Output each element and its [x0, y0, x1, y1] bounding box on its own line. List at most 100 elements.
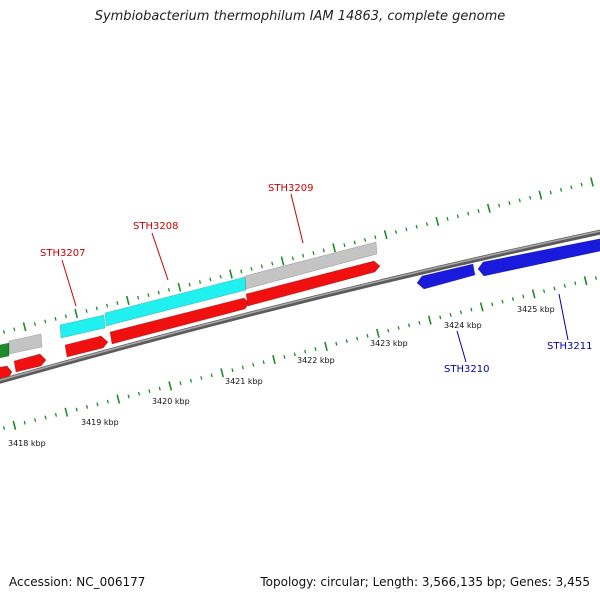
- feature-track: [0, 241, 378, 359]
- minor-tick: [363, 238, 367, 242]
- minor-tick: [439, 315, 442, 320]
- major-tick: [324, 341, 328, 351]
- minor-tick: [456, 214, 459, 219]
- cds-arrow-forward[interactable]: [64, 335, 109, 358]
- green-feature[interactable]: [0, 342, 10, 359]
- minor-tick: [387, 328, 390, 333]
- gene-label-sth3207[interactable]: STH3207: [40, 248, 85, 259]
- minor-tick: [366, 333, 369, 338]
- minor-tick: [252, 362, 255, 367]
- cds-track: [0, 238, 600, 380]
- minor-tick: [522, 294, 525, 299]
- minor-tick: [511, 297, 515, 301]
- minor-tick: [559, 188, 563, 192]
- minor-tick: [54, 316, 57, 321]
- cds-arrow-reverse[interactable]: [416, 263, 476, 290]
- gene-label-sth3210[interactable]: STH3210: [444, 364, 489, 375]
- minor-tick: [13, 327, 16, 332]
- scale-label: 3420 kbp: [152, 397, 190, 406]
- minor-tick: [188, 282, 191, 287]
- minor-tick: [302, 253, 305, 258]
- minor-tick: [116, 301, 119, 305]
- minor-tick: [407, 323, 411, 328]
- minor-tick: [405, 227, 408, 232]
- major-tick: [177, 282, 182, 292]
- scale-label: 3423 kbp: [370, 339, 408, 348]
- accession-text: Accession: NC_006177: [9, 575, 146, 589]
- minor-tick: [518, 198, 521, 203]
- minor-tick: [127, 394, 130, 399]
- minor-tick: [498, 203, 501, 208]
- major-tick: [486, 203, 491, 213]
- major-tick: [332, 243, 336, 253]
- minor-tick: [209, 277, 212, 282]
- minor-tick: [374, 235, 377, 240]
- major-tick: [531, 289, 536, 299]
- minor-tick: [148, 389, 151, 394]
- minor-tick: [418, 320, 421, 325]
- leader-sth3211: [558, 293, 569, 341]
- minor-tick: [137, 391, 141, 396]
- minor-tick: [314, 347, 317, 351]
- minor-tick: [44, 319, 47, 324]
- minor-tick: [137, 295, 140, 300]
- leader-sth3210: [456, 330, 467, 363]
- minor-tick: [33, 322, 37, 326]
- label-leader-lines: [61, 193, 569, 363]
- minor-tick: [167, 288, 171, 292]
- minor-tick: [241, 365, 244, 370]
- major-tick: [590, 177, 594, 187]
- cyan-feature[interactable]: [104, 276, 247, 327]
- minor-tick: [345, 339, 348, 344]
- minor-tick: [95, 306, 98, 311]
- scale-labels: 3418 kbp 3419 kbp 3420 kbp 3421 kbp 3422…: [8, 305, 555, 448]
- leader-sth3209: [290, 193, 304, 244]
- minor-tick: [459, 310, 463, 315]
- scale-label: 3418 kbp: [8, 439, 46, 448]
- genome-backbone: [0, 229, 600, 384]
- minor-tick: [425, 222, 429, 226]
- minor-tick: [231, 368, 234, 373]
- major-tick: [12, 420, 17, 430]
- gene-label-sth3209[interactable]: STH3209: [268, 183, 313, 194]
- major-tick: [376, 328, 380, 338]
- major-tick: [74, 309, 79, 319]
- minor-tick: [198, 280, 202, 284]
- cds-arrow-reverse[interactable]: [477, 238, 600, 277]
- minor-tick: [293, 352, 296, 357]
- cyan-feature[interactable]: [59, 314, 106, 339]
- minor-tick: [508, 201, 511, 205]
- minor-tick: [64, 314, 67, 319]
- minor-tick: [449, 312, 452, 317]
- grey-feature[interactable]: [244, 241, 378, 290]
- minor-tick: [34, 418, 37, 423]
- minor-tick: [553, 286, 556, 291]
- cds-arrow-forward[interactable]: [109, 297, 250, 345]
- outer-tick-ring: [2, 177, 594, 334]
- leader-sth3207: [61, 259, 77, 307]
- gene-label-sth3211[interactable]: STH3211: [547, 341, 592, 352]
- minor-tick: [394, 230, 398, 234]
- minor-tick: [304, 349, 307, 354]
- gene-label-sth3208[interactable]: STH3208: [133, 221, 178, 232]
- minor-tick: [397, 326, 400, 330]
- minor-tick: [147, 293, 150, 298]
- scale-label: 3421 kbp: [225, 377, 263, 386]
- major-tick: [383, 230, 388, 240]
- major-tick: [538, 190, 543, 200]
- minor-tick: [96, 402, 99, 407]
- cds-arrow-forward[interactable]: [13, 353, 47, 373]
- minor-tick: [353, 240, 356, 245]
- cds-arrow-forward[interactable]: [0, 365, 13, 380]
- minor-tick: [467, 211, 470, 216]
- gene-labels: STH3207 STH3208 STH3209 STH3210 STH3211: [40, 183, 592, 375]
- minor-tick: [240, 269, 243, 274]
- minor-tick: [262, 360, 265, 365]
- scale-label: 3424 kbp: [444, 321, 482, 330]
- leader-sth3208: [151, 232, 169, 281]
- cds-arrow-forward[interactable]: [245, 260, 381, 307]
- minor-tick: [260, 264, 263, 269]
- grey-feature[interactable]: [8, 333, 43, 355]
- minor-tick: [291, 256, 294, 261]
